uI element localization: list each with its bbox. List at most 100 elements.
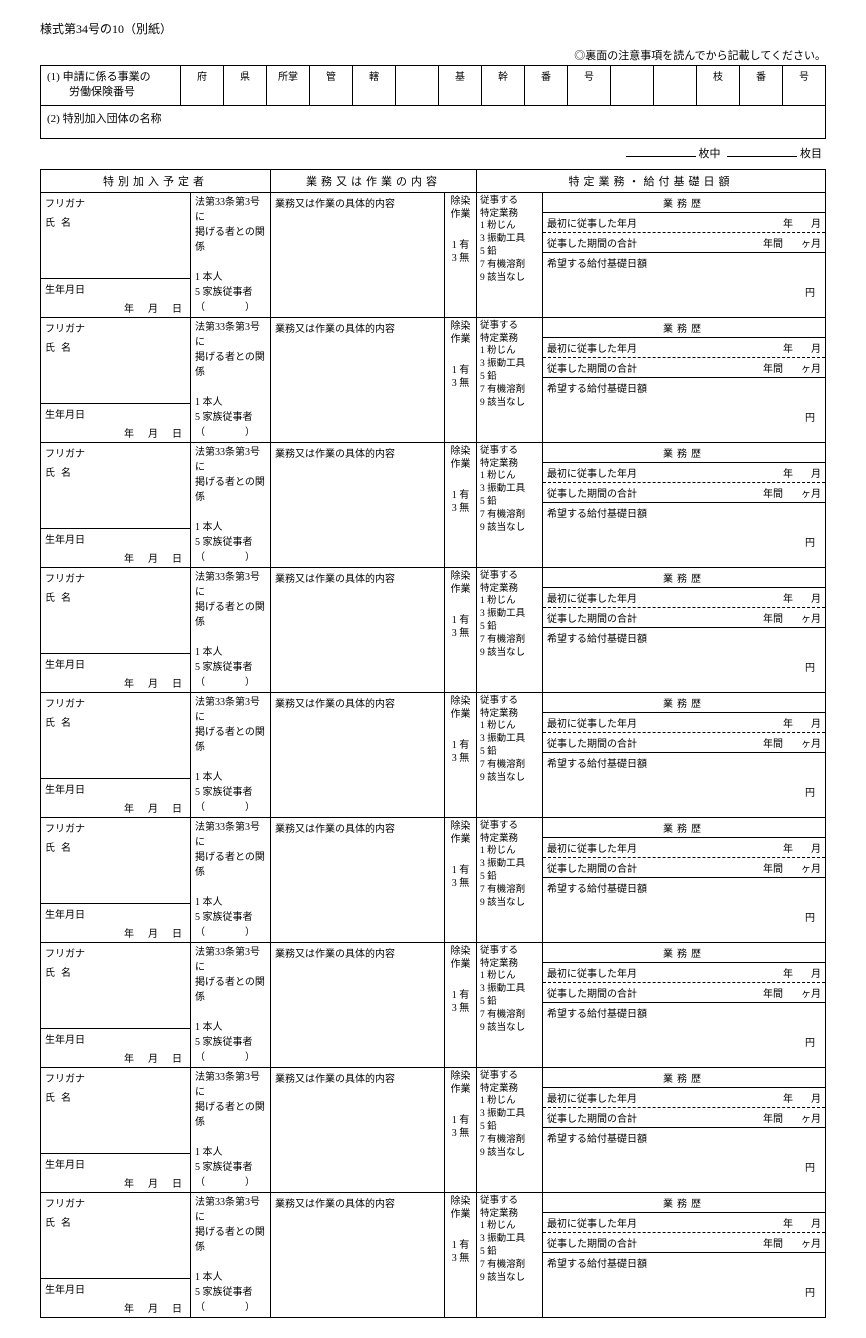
col-person: フリガナ 氏名 生年月日 年月日	[41, 1068, 191, 1192]
entry-row: フリガナ 氏名 生年月日 年月日 法第33条第3号に掲げる者との関係1 本人5 …	[41, 568, 825, 693]
col-work: 業務又は作業の具体的内容	[271, 1193, 445, 1317]
col-person: フリガナ 氏名 生年月日 年月日	[41, 818, 191, 942]
furigana-label: フリガナ	[41, 818, 190, 837]
dob-label: 生年月日	[41, 403, 190, 423]
name-label: 氏名	[41, 462, 190, 528]
furigana-label: フリガナ	[41, 443, 190, 462]
page-end-blank[interactable]	[727, 156, 797, 157]
dob-units: 年月日	[41, 423, 190, 442]
ins-cell[interactable]: 管	[310, 66, 353, 105]
pay-first-row: 最初に従事した年月年月	[543, 963, 825, 983]
pay-desired: 希望する給付基礎日額円	[543, 878, 825, 942]
section1-label: (1) 申請に係る事業の 労働保険番号	[41, 66, 181, 105]
ins-cell[interactable]: 号	[568, 66, 611, 105]
pay-header: 業務歴	[543, 1193, 825, 1213]
ins-cell[interactable]: 番	[525, 66, 568, 105]
entry-row: フリガナ 氏名 生年月日 年月日 法第33条第3号に掲げる者との関係1 本人5 …	[41, 818, 825, 943]
pay-first-row: 最初に従事した年月年月	[543, 1088, 825, 1108]
col-person: フリガナ 氏名 生年月日 年月日	[41, 693, 191, 817]
pay-first-row: 最初に従事した年月年月	[543, 838, 825, 858]
col-work: 業務又は作業の具体的内容	[271, 318, 445, 442]
col-decon: 除染作業1 有3 無	[445, 443, 477, 567]
col-person: フリガナ 氏名 生年月日 年月日	[41, 568, 191, 692]
col-decon: 除染作業1 有3 無	[445, 693, 477, 817]
ins-cell[interactable]: 枝	[697, 66, 740, 105]
pay-desired: 希望する給付基礎日額円	[543, 753, 825, 817]
col-work: 業務又は作業の具体的内容	[271, 443, 445, 567]
col-relation: 法第33条第3号に掲げる者との関係1 本人5 家族従事者（ ）	[191, 568, 271, 692]
ins-cell[interactable]: 基	[439, 66, 482, 105]
col-biz: 従事する特定業務1 粉じん3 振動工具5 鉛7 有機溶剤9 該当なし	[477, 318, 543, 442]
section2-label: (2) 特別加入団体の名称	[47, 113, 162, 125]
furigana-label: フリガナ	[41, 693, 190, 712]
col-biz: 従事する特定業務1 粉じん3 振動工具5 鉛7 有機溶剤9 該当なし	[477, 568, 543, 692]
main-table: 特別加入予定者 業務又は作業の内容 特定業務・給付基礎日額 フリガナ 氏名 生年…	[40, 169, 826, 1318]
form-title: 様式第34号の10（別紙）	[40, 20, 826, 37]
furigana-label: フリガナ	[41, 1193, 190, 1212]
dob-label: 生年月日	[41, 1153, 190, 1173]
col-work: 業務又は作業の具体的内容	[271, 693, 445, 817]
col-decon: 除染作業1 有3 無	[445, 193, 477, 317]
dob-label: 生年月日	[41, 778, 190, 798]
name-label: 氏名	[41, 1087, 190, 1153]
header-person: 特別加入予定者	[41, 170, 271, 192]
col-pay: 業務歴 最初に従事した年月年月 従事した期間の合計年間ヶ月 希望する給付基礎日額…	[543, 193, 825, 317]
section2-row: (2) 特別加入団体の名称	[41, 106, 825, 138]
col-person: フリガナ 氏名 生年月日 年月日	[41, 943, 191, 1067]
col-relation: 法第33条第3号に掲げる者との関係1 本人5 家族従事者（ ）	[191, 818, 271, 942]
entry-row: フリガナ 氏名 生年月日 年月日 法第33条第3号に掲げる者との関係1 本人5 …	[41, 693, 825, 818]
entry-row: フリガナ 氏名 生年月日 年月日 法第33条第3号に掲げる者との関係1 本人5 …	[41, 943, 825, 1068]
pay-total-row: 従事した期間の合計年間ヶ月	[543, 233, 825, 253]
col-pay: 業務歴 最初に従事した年月年月 従事した期間の合計年間ヶ月 希望する給付基礎日額…	[543, 818, 825, 942]
col-biz: 従事する特定業務1 粉じん3 振動工具5 鉛7 有機溶剤9 該当なし	[477, 193, 543, 317]
dob-label: 生年月日	[41, 903, 190, 923]
pay-first-row: 最初に従事した年月年月	[543, 1213, 825, 1233]
pay-total-row: 従事した期間の合計年間ヶ月	[543, 608, 825, 628]
col-person: フリガナ 氏名 生年月日 年月日	[41, 443, 191, 567]
col-work: 業務又は作業の具体的内容	[271, 818, 445, 942]
entry-row: フリガナ 氏名 生年月日 年月日 法第33条第3号に掲げる者との関係1 本人5 …	[41, 1193, 825, 1317]
col-person: フリガナ 氏名 生年月日 年月日	[41, 193, 191, 317]
col-person: フリガナ 氏名 生年月日 年月日	[41, 1193, 191, 1317]
ins-cell[interactable]: 県	[224, 66, 267, 105]
pay-desired: 希望する給付基礎日額円	[543, 1253, 825, 1317]
pay-header: 業務歴	[543, 193, 825, 213]
ins-cell[interactable]	[611, 66, 654, 105]
ins-cell[interactable]: 轄	[353, 66, 396, 105]
col-work: 業務又は作業の具体的内容	[271, 568, 445, 692]
pay-first-row: 最初に従事した年月年月	[543, 338, 825, 358]
ins-cell[interactable]: 所掌	[267, 66, 310, 105]
pay-desired: 希望する給付基礎日額円	[543, 1003, 825, 1067]
pay-first-row: 最初に従事した年月年月	[543, 213, 825, 233]
ins-cell[interactable]	[396, 66, 439, 105]
entry-row: フリガナ 氏名 生年月日 年月日 法第33条第3号に掲げる者との関係1 本人5 …	[41, 1068, 825, 1193]
col-decon: 除染作業1 有3 無	[445, 568, 477, 692]
ins-cell[interactable]: 号	[783, 66, 825, 105]
ins-cell[interactable]: 番	[740, 66, 783, 105]
col-biz: 従事する特定業務1 粉じん3 振動工具5 鉛7 有機溶剤9 該当なし	[477, 1193, 543, 1317]
ins-cell[interactable]: 府	[181, 66, 224, 105]
pay-first-row: 最初に従事した年月年月	[543, 463, 825, 483]
pay-total-row: 従事した期間の合計年間ヶ月	[543, 483, 825, 503]
pay-desired: 希望する給付基礎日額円	[543, 628, 825, 692]
pay-header: 業務歴	[543, 318, 825, 338]
ins-cell[interactable]: 幹	[482, 66, 525, 105]
furigana-label: フリガナ	[41, 1068, 190, 1087]
col-biz: 従事する特定業務1 粉じん3 振動工具5 鉛7 有機溶剤9 該当なし	[477, 818, 543, 942]
pay-total-row: 従事した期間の合計年間ヶ月	[543, 358, 825, 378]
pay-header: 業務歴	[543, 943, 825, 963]
pay-header: 業務歴	[543, 693, 825, 713]
dob-units: 年月日	[41, 1173, 190, 1192]
dob-label: 生年月日	[41, 528, 190, 548]
ins-cell[interactable]	[654, 66, 697, 105]
pay-total-row: 従事した期間の合計年間ヶ月	[543, 733, 825, 753]
entry-row: フリガナ 氏名 生年月日 年月日 法第33条第3号に掲げる者との関係1 本人5 …	[41, 193, 825, 318]
header-work: 業務又は作業の内容	[271, 170, 477, 192]
furigana-label: フリガナ	[41, 318, 190, 337]
page-mid-blank[interactable]	[626, 156, 696, 157]
dob-label: 生年月日	[41, 1278, 190, 1298]
col-relation: 法第33条第3号に掲げる者との関係1 本人5 家族従事者（ ）	[191, 193, 271, 317]
col-biz: 従事する特定業務1 粉じん3 振動工具5 鉛7 有機溶剤9 該当なし	[477, 943, 543, 1067]
col-relation: 法第33条第3号に掲げる者との関係1 本人5 家族従事者（ ）	[191, 1193, 271, 1317]
pay-first-row: 最初に従事した年月年月	[543, 713, 825, 733]
